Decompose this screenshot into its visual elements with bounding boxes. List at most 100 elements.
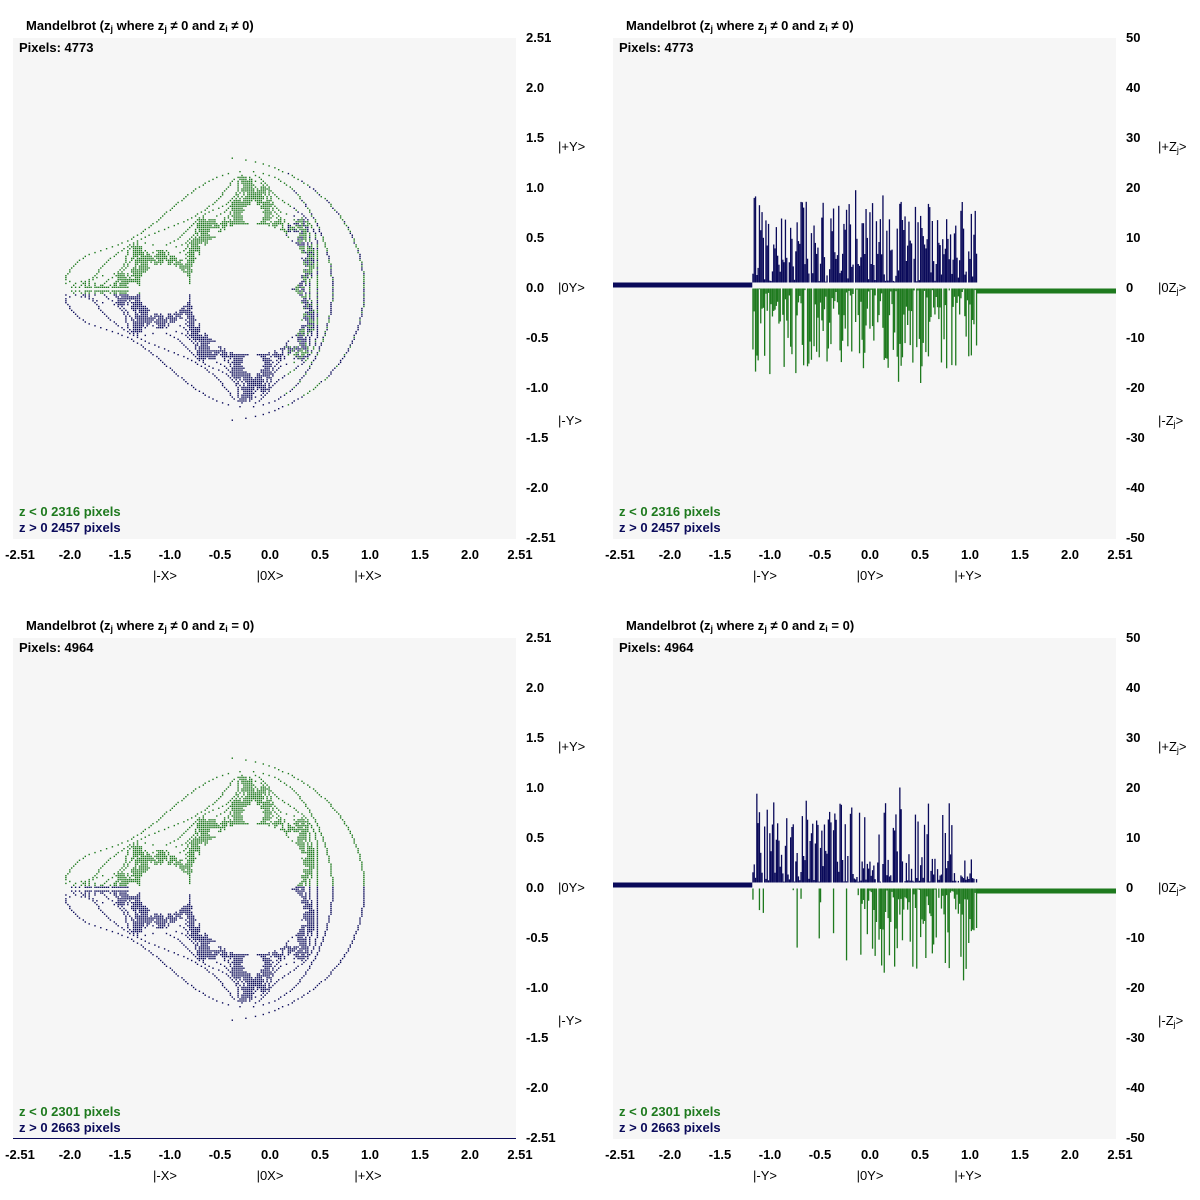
- pixel-point: [136, 840, 139, 842]
- pixel-point: [200, 832, 203, 834]
- pixel-point: [299, 336, 301, 339]
- pixel-point: [212, 826, 214, 829]
- pixel-point: [297, 338, 299, 340]
- pixel-point: [237, 796, 239, 798]
- pixel-point: [117, 278, 119, 281]
- pixel-point: [196, 934, 199, 937]
- pixel-point: [196, 327, 199, 329]
- pixel-point: [204, 238, 206, 240]
- pixel-point: [140, 863, 143, 865]
- pixel-point: [310, 323, 313, 325]
- pixel-point: [194, 844, 197, 846]
- pixel-point: [117, 900, 119, 902]
- bar-positive: [909, 240, 911, 283]
- pixel-point: [243, 390, 245, 392]
- bar-positive: [821, 217, 823, 283]
- pixel-point: [192, 238, 195, 240]
- pixel-point: [191, 319, 193, 321]
- pixel-point: [297, 350, 299, 352]
- pixel-point: [129, 876, 131, 879]
- pixel-point: [214, 952, 216, 954]
- pixel-point: [214, 957, 216, 960]
- pixel-point: [198, 224, 201, 227]
- pixel-point: [310, 319, 313, 321]
- pixel-point: [200, 219, 203, 221]
- pixel-point: [183, 944, 185, 946]
- pixel-point: [169, 934, 172, 937]
- pixel-point: [297, 340, 299, 342]
- pixel-point: [107, 898, 110, 900]
- pixel-point: [181, 307, 183, 310]
- pixel-point: [235, 979, 237, 981]
- pixel-point: [260, 205, 262, 207]
- pixel-point: [206, 230, 208, 233]
- pixel-point: [312, 317, 315, 319]
- pixel-point: [65, 878, 67, 881]
- pixel-point: [237, 801, 239, 804]
- pixel-point: [107, 317, 110, 319]
- pixel-point: [117, 251, 119, 254]
- pixel-point: [196, 963, 199, 965]
- pixel-point: [326, 248, 328, 250]
- pixel-point: [144, 250, 146, 252]
- pixel-point: [210, 955, 212, 958]
- pixel-point: [218, 346, 220, 348]
- pixel-point: [301, 180, 303, 182]
- pixel-point: [140, 853, 143, 856]
- pixel-point: [309, 313, 311, 315]
- pixel-point: [187, 907, 189, 910]
- pixel-point: [270, 363, 272, 365]
- pixel-point: [109, 857, 112, 860]
- pixel-point: [189, 838, 191, 840]
- pixel-point: [208, 365, 210, 367]
- pixel-point: [307, 392, 309, 394]
- pixel-point: [233, 963, 235, 965]
- pixel-point: [241, 803, 243, 806]
- pixel-point: [185, 257, 187, 260]
- bar-positive: [834, 252, 836, 283]
- pixel-point: [303, 394, 305, 396]
- pixel-point: [187, 255, 189, 258]
- pixel-point: [214, 226, 216, 229]
- pixel-point: [179, 909, 181, 912]
- bar-negative: [786, 288, 788, 321]
- pixel-point: [189, 323, 191, 325]
- pixel-point: [237, 967, 239, 969]
- pixel-point: [165, 921, 168, 923]
- pixel-point: [121, 876, 123, 879]
- pixel-point: [305, 232, 307, 234]
- pixel-point: [189, 876, 191, 879]
- bar-positive: [769, 280, 771, 283]
- pixel-point: [136, 853, 139, 856]
- pixel-point: [245, 386, 247, 389]
- pixel-point: [204, 946, 206, 948]
- pixel-point: [316, 294, 319, 296]
- pixel-point: [299, 294, 301, 296]
- pixel-point: [233, 811, 235, 813]
- pixel-point: [88, 323, 90, 325]
- pixel-point: [183, 305, 185, 308]
- pixel-point: [131, 857, 133, 860]
- pixel-point: [200, 936, 203, 939]
- pixel-point: [299, 286, 301, 288]
- pixel-point: [309, 223, 311, 225]
- pixel-point: [245, 790, 247, 792]
- pixel-point: [243, 180, 245, 182]
- pixel-point: [233, 973, 235, 975]
- pixel-point: [239, 203, 241, 206]
- pixel-point: [191, 927, 193, 929]
- pixel-point: [140, 325, 143, 327]
- bar-positive: [788, 262, 790, 283]
- pixel-point: [202, 228, 204, 231]
- bar-positive: [882, 195, 884, 283]
- pixel-point: [125, 855, 127, 858]
- pixel-point: [185, 305, 187, 308]
- pixel-point: [227, 961, 230, 964]
- pixel-point: [223, 959, 226, 962]
- pixel-point: [156, 927, 158, 929]
- pixel-point: [237, 819, 239, 821]
- pixel-point: [303, 224, 305, 227]
- pixel-point: [220, 230, 222, 233]
- pixel-point: [196, 336, 199, 339]
- pixel-point: [239, 384, 241, 387]
